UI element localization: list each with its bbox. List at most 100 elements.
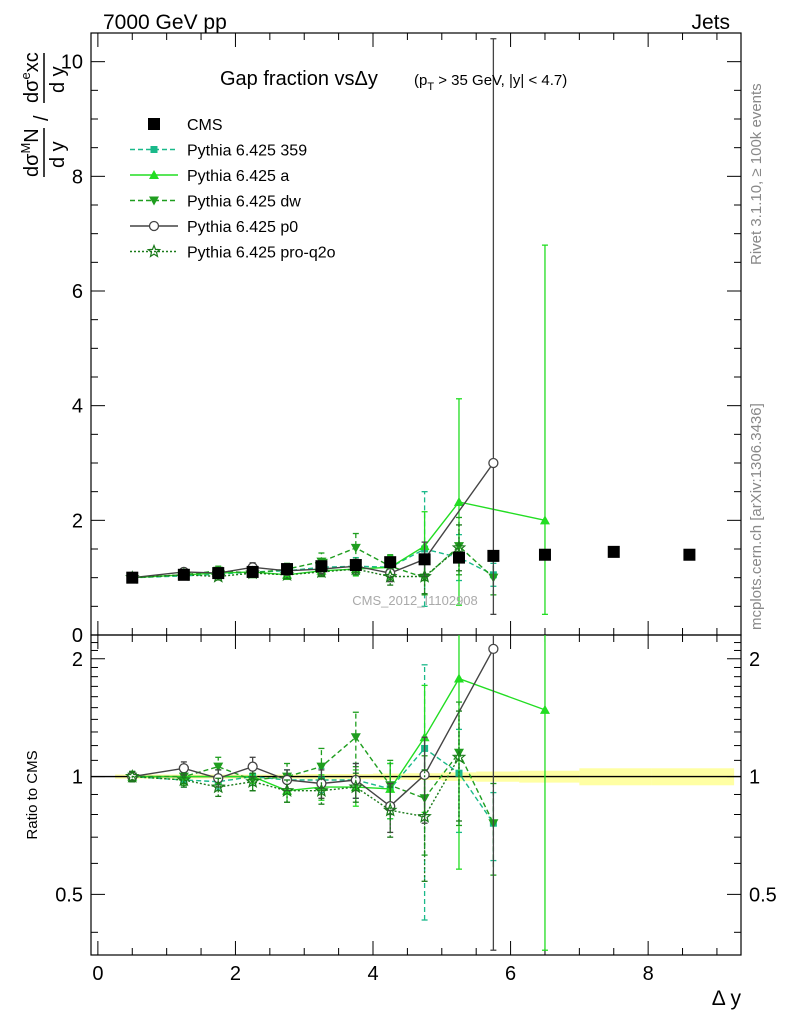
svg-text:d y: d y bbox=[47, 66, 69, 93]
cms-data-point bbox=[315, 560, 328, 573]
cms-data-point bbox=[607, 545, 620, 558]
ratio-point bbox=[279, 783, 295, 797]
ratio-point bbox=[417, 808, 432, 823]
legend-marker bbox=[150, 146, 158, 153]
cms-data-point bbox=[212, 567, 225, 580]
main-y-tick-label: 8 bbox=[72, 166, 83, 188]
main-y-tick-label: 6 bbox=[72, 281, 83, 303]
ratio-point bbox=[247, 775, 258, 785]
cms-data-point bbox=[538, 548, 551, 561]
ratio-axis-ticks: 0.5 0.5 1 1 2 2 0 2 4 6 8 bbox=[55, 635, 777, 985]
ratio-plot-frame bbox=[90, 634, 742, 956]
main-line bbox=[132, 548, 494, 579]
legend-marker bbox=[149, 170, 159, 179]
x-tick-label: 0 bbox=[92, 963, 103, 985]
main-y-axis-label: dσMN d y / dσexc d y bbox=[18, 52, 69, 177]
ratio-line bbox=[132, 756, 460, 818]
cms-data-point bbox=[177, 568, 190, 581]
legend-label: Pythia 6.425 a bbox=[187, 168, 289, 185]
plot-id-label: CMS_2012_I1102908 bbox=[352, 593, 478, 608]
ratio-point bbox=[316, 762, 327, 772]
legend: CMS Pythia 6.425 359 Pythia 6.425 a Pythia … bbox=[130, 117, 336, 262]
x-tick-label: 8 bbox=[643, 963, 654, 985]
x-tick-label: 4 bbox=[367, 963, 378, 985]
cms-data-point bbox=[126, 571, 139, 584]
main-line bbox=[132, 547, 460, 579]
main-point bbox=[539, 515, 550, 525]
x-tick-label: 6 bbox=[505, 963, 516, 985]
cms-data-point bbox=[683, 548, 696, 561]
side-rivet-label: Rivet 3.1.10, ≥ 100k events bbox=[748, 83, 765, 265]
main-series bbox=[127, 38, 499, 616]
ratio-point bbox=[488, 643, 499, 655]
legend-marker bbox=[146, 243, 162, 258]
ratio-point bbox=[539, 704, 550, 714]
category-label: Jets bbox=[691, 11, 730, 34]
main-point bbox=[417, 568, 432, 583]
ratio-y-tick-label-right: 1 bbox=[749, 767, 760, 789]
cms-data-point bbox=[452, 551, 465, 564]
main-y-tick-label: 2 bbox=[72, 510, 83, 532]
ratio-series-group bbox=[125, 635, 550, 951]
ratio-point bbox=[348, 779, 364, 794]
ratio-point bbox=[125, 768, 140, 783]
main-axis-ticks: 0 2 4 6 8 10 bbox=[61, 33, 741, 647]
main-series bbox=[128, 491, 497, 607]
cms-data-point bbox=[349, 559, 362, 572]
main-series bbox=[127, 516, 499, 596]
ratio-series bbox=[127, 635, 499, 951]
ratio-point bbox=[245, 774, 260, 788]
main-y-tick-label: 4 bbox=[72, 396, 83, 418]
energy-label: 7000 GeV pp bbox=[103, 11, 227, 34]
main-point bbox=[488, 457, 499, 469]
ratio-y-tick-label-right: 2 bbox=[749, 649, 760, 671]
legend-label: Pythia 6.425 p0 bbox=[187, 219, 298, 236]
main-series bbox=[127, 244, 550, 616]
x-axis-label: Δ y bbox=[712, 987, 742, 1010]
ratio-point bbox=[178, 763, 190, 774]
ratio-point bbox=[210, 779, 226, 794]
ratio-series bbox=[125, 710, 467, 882]
ratio-point bbox=[453, 748, 464, 758]
legend-marker bbox=[149, 196, 159, 206]
legend-marker bbox=[148, 220, 160, 232]
ratio-y-tick-label: 2 bbox=[72, 649, 83, 671]
svg-text:/: / bbox=[31, 115, 53, 121]
main-point bbox=[451, 540, 467, 555]
main-title: Gap fraction vsΔy bbox=[220, 68, 378, 90]
ratio-y-tick-label-right: 0.5 bbox=[749, 884, 777, 906]
main-series-group bbox=[125, 38, 696, 616]
cms-data-point bbox=[246, 565, 259, 578]
main-y-tick-label: 10 bbox=[61, 52, 83, 74]
ratio-point bbox=[350, 733, 361, 743]
ratio-point bbox=[314, 783, 329, 797]
ratio-point bbox=[213, 762, 224, 772]
ratio-plot: 0.5 0.5 1 1 2 2 0 2 4 6 8 Ratio to CMS Δ y bbox=[24, 634, 777, 1010]
main-point bbox=[382, 568, 398, 583]
cms-data-point bbox=[281, 563, 294, 576]
ratio-point bbox=[451, 749, 467, 764]
ratio-line bbox=[132, 747, 494, 824]
cms-data-series bbox=[126, 545, 696, 584]
main-subtitle: (pT > 35 GeV, |y| < 4.7) bbox=[414, 72, 567, 93]
main-line bbox=[132, 501, 546, 579]
svg-text:dσMN: dσMN bbox=[18, 128, 43, 177]
svg-text:dσexc: dσexc bbox=[18, 52, 43, 103]
ratio-point bbox=[453, 673, 464, 683]
legend-label: CMS bbox=[187, 117, 223, 134]
main-plot: 0 2 4 6 8 10 CMS_2012_I1102908 Gap fraction v… bbox=[61, 32, 742, 647]
side-site-label: mcplots.cern.ch [arXiv:1306.3436] bbox=[748, 403, 765, 630]
main-point bbox=[350, 543, 361, 553]
ratio-y-tick-label: 0.5 bbox=[55, 884, 83, 906]
ratio-series bbox=[127, 635, 550, 951]
ratio-series bbox=[128, 664, 497, 921]
legend-marker-cms bbox=[148, 118, 160, 130]
cms-data-point bbox=[418, 553, 431, 566]
ratio-point bbox=[247, 761, 258, 772]
legend-label: Pythia 6.425 dw bbox=[187, 194, 301, 211]
cms-data-point bbox=[384, 556, 397, 569]
legend-label: Pythia 6.425 pro-q2o bbox=[187, 245, 336, 262]
main-series bbox=[125, 524, 467, 595]
ratio-y-axis-label: Ratio to CMS bbox=[24, 750, 41, 839]
